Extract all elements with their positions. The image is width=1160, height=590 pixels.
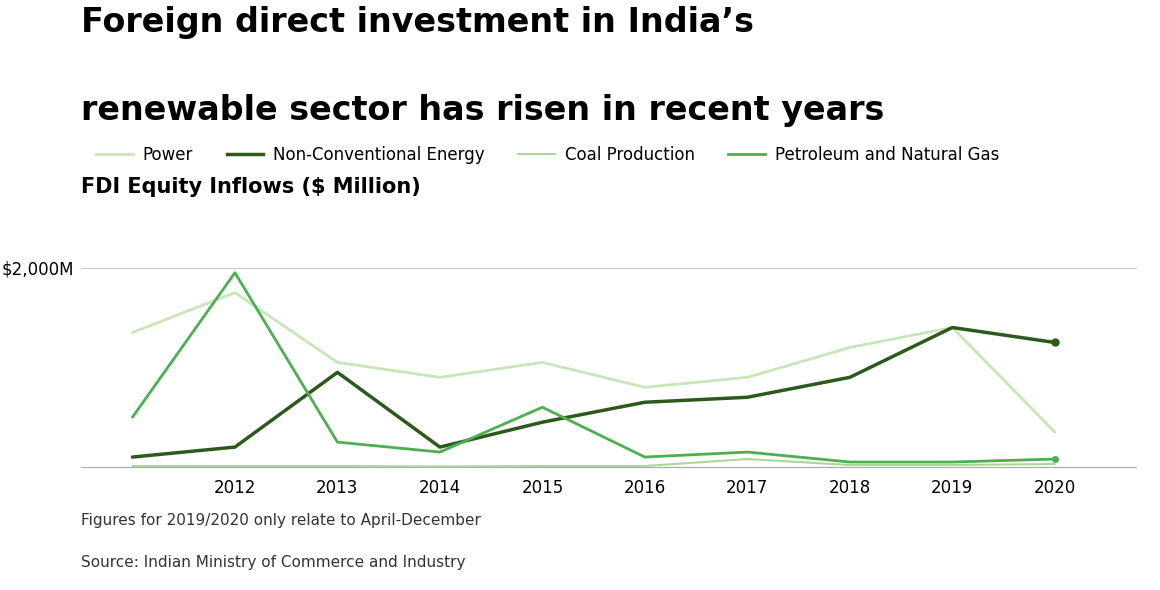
Text: Source: Indian Ministry of Commerce and Industry: Source: Indian Ministry of Commerce and … xyxy=(81,555,465,569)
Legend: Power, Non-Conventional Energy, Coal Production, Petroleum and Natural Gas: Power, Non-Conventional Energy, Coal Pro… xyxy=(89,140,1006,171)
Text: Foreign direct investment in India’s: Foreign direct investment in India’s xyxy=(81,6,754,39)
Text: renewable sector has risen in recent years: renewable sector has risen in recent yea… xyxy=(81,94,885,127)
Text: Figures for 2019/2020 only relate to April-December: Figures for 2019/2020 only relate to Apr… xyxy=(81,513,481,528)
Text: FDI Equity Inflows ($ Million): FDI Equity Inflows ($ Million) xyxy=(81,177,421,197)
